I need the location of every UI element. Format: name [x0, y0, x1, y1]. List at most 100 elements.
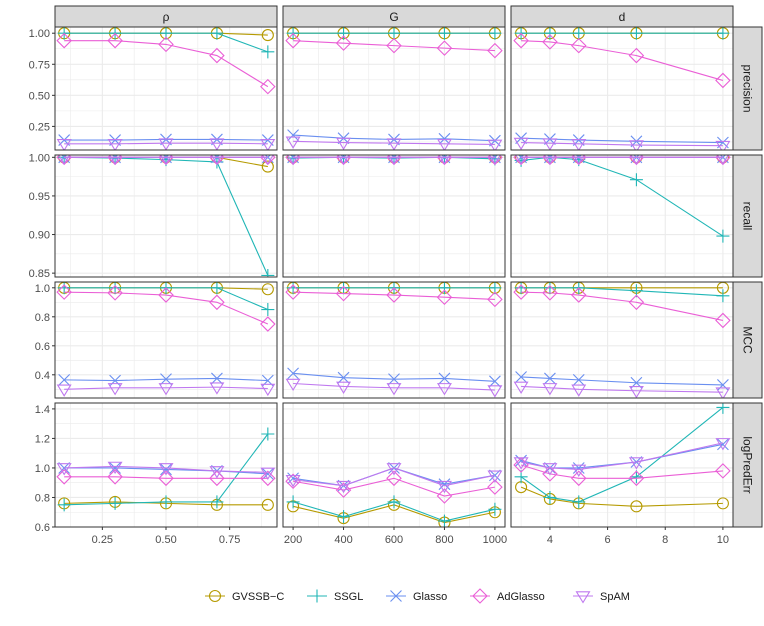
panel-border [510, 26, 734, 151]
data-point-glasso [572, 462, 585, 474]
panel-precision-rho: 0.25 0.50 0.75 1.00 [29, 26, 278, 151]
column-strip-label: G [389, 10, 398, 24]
data-point-glasso [572, 373, 585, 386]
data-point-ssgl [337, 282, 351, 295]
data-point-glasso [515, 371, 527, 383]
row-strip-recall: recall [732, 154, 763, 278]
data-point-ssgl [543, 27, 557, 40]
data-point-glasso [337, 371, 350, 384]
data-point-adglasso [158, 36, 174, 53]
row-strip-box [732, 402, 763, 528]
data-point-glasso [160, 373, 172, 386]
series-line-spam [521, 141, 723, 147]
x-tick-label: 0.75 [219, 534, 240, 546]
series-line-adglasso [521, 291, 724, 321]
data-point-spam [107, 383, 123, 396]
series-line-adglasso [64, 291, 269, 325]
data-point-ssgl [514, 282, 528, 295]
series-line-spam [64, 142, 268, 145]
data-point-spam [386, 383, 402, 396]
data-point-spam [388, 155, 400, 165]
data-point-ssgl [572, 495, 586, 509]
row-strip-label: logPredErr [741, 436, 755, 493]
panel-series [285, 462, 503, 527]
legend-item-ssgl: SSGL [307, 589, 363, 603]
data-point-ssgl [437, 514, 451, 527]
data-point-spam [513, 457, 529, 470]
data-point-ssgl [488, 502, 502, 516]
data-point-adglasso [260, 316, 276, 332]
data-point-ssgl [716, 229, 730, 243]
panel-series [285, 155, 503, 166]
series-line-spam [293, 382, 495, 391]
series-line-spam [64, 465, 268, 473]
data-point-ssgl [210, 495, 224, 509]
data-point-spam [487, 470, 503, 483]
series-line-adglasso [64, 40, 269, 88]
data-point-spam [210, 155, 223, 165]
panel-logPredErr-G: 200 400 600 800 1000 [282, 402, 507, 546]
x-tick-label: 600 [385, 534, 403, 546]
data-point-adglasso [285, 284, 301, 300]
data-point-spam [487, 385, 503, 398]
panel-logPredErr-d: 4 6 8 10 [510, 402, 734, 546]
y-tick-label: 1.2 [35, 433, 50, 445]
legend-label: AdGlasso [497, 591, 545, 603]
data-point-spam [436, 480, 452, 494]
data-point-ssgl [57, 282, 71, 295]
row-strip-MCC: MCC [732, 281, 763, 399]
data-point-ssgl [210, 27, 224, 40]
series-line-spam [64, 386, 268, 390]
data-point-ssgl [716, 289, 730, 303]
data-point-spam [572, 155, 585, 165]
panel-border [282, 26, 506, 151]
legend: GVSSB−C SSGL Glasso AdGlasso SpAM [205, 588, 630, 604]
data-point-spam [716, 155, 729, 165]
data-point-gvssb [261, 29, 274, 42]
data-point-spam [630, 155, 643, 165]
data-point-adglasso [570, 37, 587, 54]
data-point-ssgl [286, 495, 300, 509]
data-point-spam [209, 466, 225, 479]
x-tick-label: 400 [334, 534, 352, 546]
data-point-spam [571, 464, 587, 477]
panel-border [510, 402, 734, 528]
panel-MCC-G [282, 281, 506, 399]
row-strip-label: MCC [741, 326, 755, 354]
data-point-glasso [717, 438, 729, 451]
data-point-glasso [211, 372, 223, 385]
data-point-spam [56, 384, 72, 397]
legend-key-ssgl [310, 589, 324, 603]
data-point-ssgl [543, 490, 557, 504]
data-point-ssgl [108, 282, 122, 295]
data-point-adglasso [513, 32, 529, 49]
data-point-ssgl [572, 27, 586, 40]
panel-grid [55, 403, 277, 527]
data-point-ssgl [387, 495, 401, 509]
legend-label: SpAM [600, 591, 630, 603]
series-line-adglasso [64, 476, 268, 479]
data-point-ssgl [629, 470, 643, 484]
panel-recall-rho: 0.85 0.90 0.95 1.00 [29, 152, 278, 280]
data-point-spam [337, 155, 350, 165]
data-point-ssgl [629, 173, 643, 187]
data-point-adglasso [436, 40, 453, 56]
y-tick-label: 1.4 [35, 404, 50, 416]
panel-series [513, 155, 731, 243]
panel-MCC-rho: 0.4 0.6 0.8 1.0 [35, 281, 278, 399]
data-point-spam [260, 467, 276, 480]
data-point-spam [515, 155, 528, 165]
legend-item-spam: SpAM [573, 591, 630, 604]
y-tick-label: 0.75 [29, 59, 50, 71]
data-point-spam [285, 136, 301, 149]
data-point-spam [160, 155, 172, 165]
x-tick-label: 10 [717, 534, 729, 546]
data-point-glasso [58, 462, 71, 474]
data-point-spam [209, 382, 225, 395]
data-point-adglasso [436, 488, 453, 504]
data-point-spam [287, 155, 300, 165]
data-point-adglasso [158, 287, 174, 303]
data-point-spam [715, 438, 731, 451]
data-point-gvssb [716, 497, 729, 510]
